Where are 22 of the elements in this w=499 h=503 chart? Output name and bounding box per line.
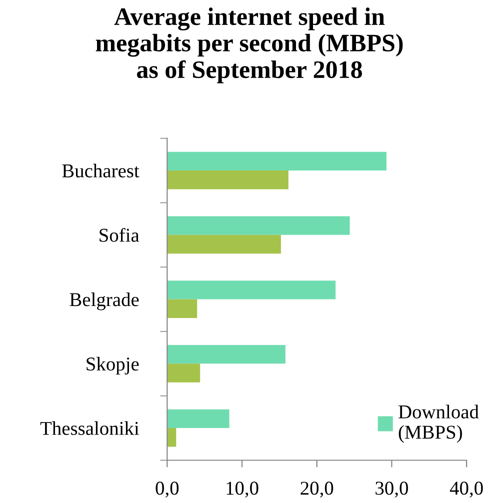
x-tick-label: 20,0	[300, 482, 334, 498]
bar	[167, 409, 230, 428]
y-tick-label: Thessaloniki	[40, 421, 140, 435]
bar	[167, 280, 336, 300]
chart-title: Average internet speed in megabits per second (MBPS) as of September 2018	[96, 8, 403, 84]
bar	[167, 216, 350, 235]
bar	[167, 170, 288, 190]
y-tick-label: Belgrade	[70, 292, 139, 310]
x-tick-label: 10,0	[226, 482, 258, 498]
bar	[167, 364, 200, 382]
bar	[167, 428, 176, 447]
bar	[167, 234, 281, 254]
bar	[167, 345, 286, 364]
bar	[167, 299, 198, 318]
x-tick-label: 0,0	[156, 482, 179, 498]
x-tick-label: 40,0	[450, 482, 483, 498]
bar	[167, 152, 386, 171]
y-tick-label: Sofia	[100, 228, 140, 242]
x-tick-label: 30,0	[376, 482, 408, 498]
legend-label: Download (MBPS)	[398, 404, 479, 443]
y-tick-label: Skopje	[86, 356, 139, 375]
y-tick-label: Bucharest	[62, 164, 140, 178]
